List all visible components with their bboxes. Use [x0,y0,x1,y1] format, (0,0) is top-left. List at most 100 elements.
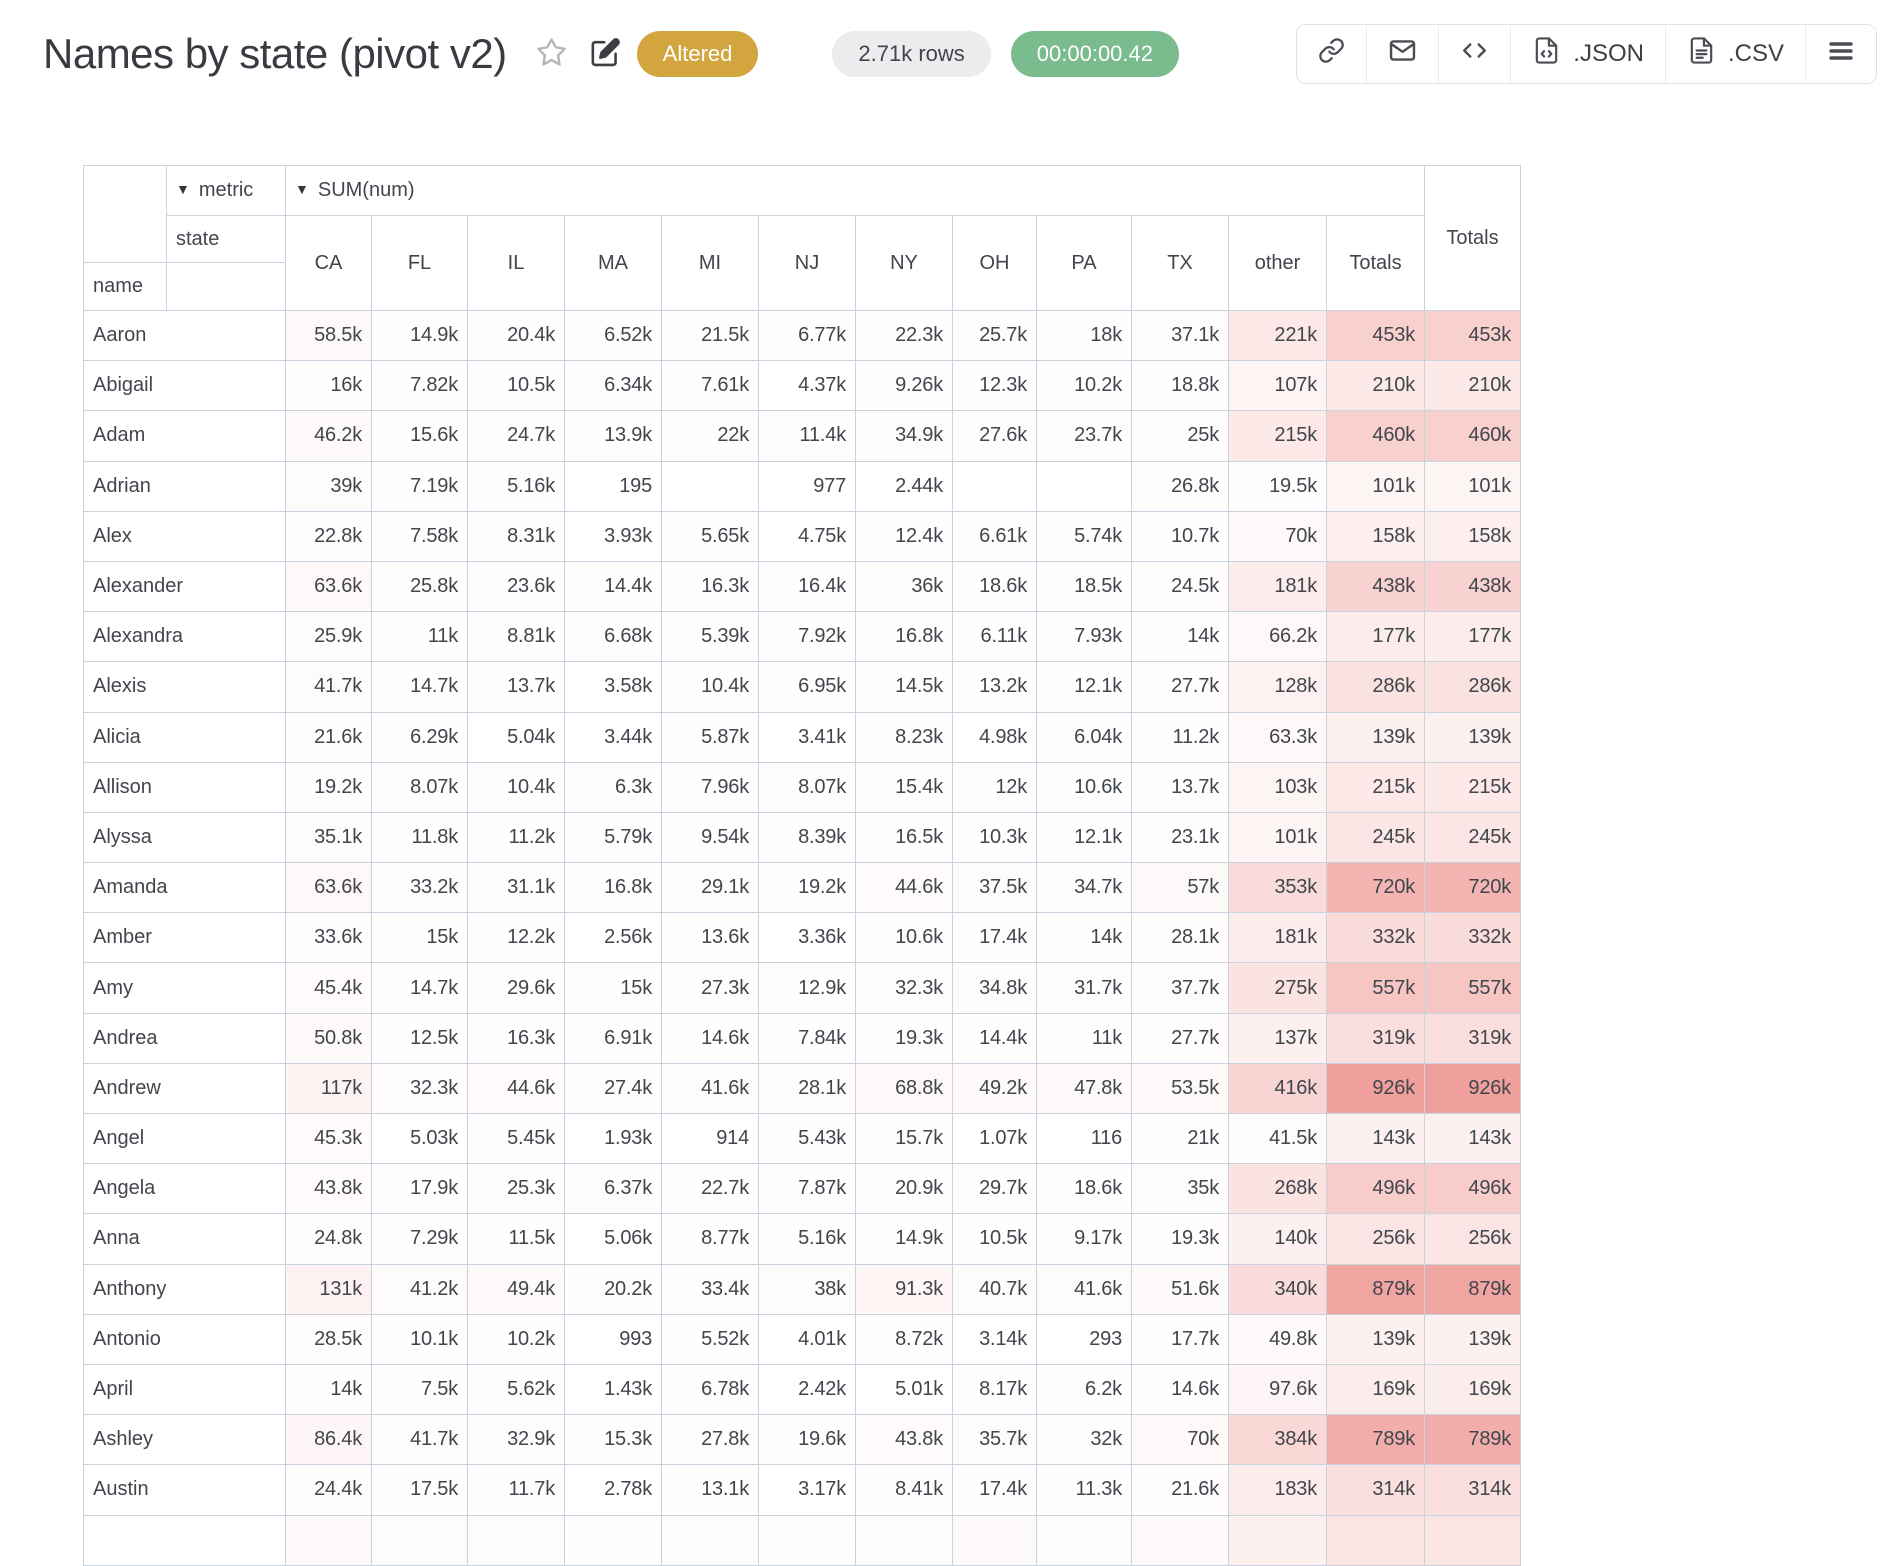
row-total-cell: 720k [1326,862,1425,914]
value-cell: 5.74k [1036,510,1132,562]
value-cell: 12.3k [952,360,1037,412]
value-cell: 7.92k [758,611,856,663]
value-cell: 13.2k [952,661,1037,713]
value-cell: 22.8k [285,510,372,562]
value-cell: 49.8k [1228,1313,1327,1365]
value-cell: 26.8k [1131,460,1229,512]
mail-icon [1388,36,1417,72]
value-cell [952,460,1037,512]
grand-total-cell: 139k [1424,711,1521,763]
embed-code-button[interactable] [1438,25,1511,83]
value-cell: 3.41k [758,711,856,763]
value-cell: 19.3k [1131,1213,1229,1265]
column-header-ny: NY [855,215,953,311]
edit-button[interactable] [590,37,621,71]
altered-badge: Altered [636,31,759,77]
value-cell: 181k [1228,912,1327,964]
download-json-button[interactable]: .JSON [1510,25,1665,83]
value-cell: 17.4k [952,912,1037,964]
value-cell: 17.7k [1131,1313,1229,1365]
runtime-badge: 00:00:00.42 [1010,31,1180,77]
value-cell: 5.01k [855,1363,953,1416]
value-cell: 6.3k [564,761,662,813]
value-cell: 23.1k [1131,811,1229,864]
value-cell: 181k [1228,560,1327,613]
value-cell: 10.5k [952,1213,1037,1265]
row-total-cell: 143k [1326,1112,1425,1165]
value-cell: 15k [371,912,468,964]
value-cell: 2.44k [855,460,953,512]
value-cell: 23.7k [1036,410,1132,462]
value-cell: 7.5k [371,1363,468,1416]
row-label: Alexandra [83,611,286,663]
value-cell: 14k [1036,912,1132,964]
value-cell: 353k [1228,862,1327,914]
value-cell: 993 [564,1313,662,1365]
value-cell: 12.4k [855,510,953,562]
table-row: Alyssa 35.1k 11.8k 11.2k 5.79k 9.54k 8.39k 16.5… [83,811,1521,864]
row-label: Allison [83,761,286,813]
grand-total-cell: 319k [1424,1012,1521,1064]
value-cell: 9.54k [661,811,759,864]
grand-total-cell: 256k [1424,1213,1521,1265]
menu-icon [1827,37,1855,72]
code-icon [1460,36,1489,72]
value-cell: 29.1k [661,862,759,914]
value-cell: 11.5k [467,1213,565,1265]
value-cell: 22.3k [855,309,953,362]
metric-header-row: ▼ metric ▼ SUM(num) Totals [83,165,1521,311]
value-cell: 41.6k [661,1062,759,1115]
row-label: Angela [83,1163,286,1215]
metric-value-dropdown-cell[interactable]: ▼ SUM(num) [285,165,1425,216]
grand-total-cell: 879k [1424,1263,1521,1315]
value-cell: 14.4k [952,1012,1037,1064]
column-header-totals: Totals [1326,215,1425,311]
grand-total-cell: 245k [1424,811,1521,864]
value-cell: 5.79k [564,811,662,864]
value-cell: 35.7k [952,1414,1037,1466]
download-csv-button[interactable]: .CSV [1664,25,1805,83]
menu-button[interactable] [1805,25,1876,83]
grand-total-cell: 926k [1424,1062,1521,1115]
value-cell: 13.7k [1131,761,1229,813]
value-cell: 25.8k [371,560,468,613]
column-header-ca: CA [285,215,372,311]
value-cell: 9.17k [1036,1213,1132,1265]
share-link-button[interactable] [1297,25,1367,83]
value-cell: 14k [1131,611,1229,663]
value-cell: 18.6k [952,560,1037,613]
value-cell: 17.9k [371,1163,468,1215]
value-cell: 32.3k [371,1062,468,1115]
value-cell [661,460,759,512]
value-cell: 7.96k [661,761,759,813]
value-cell: 7.87k [758,1163,856,1215]
favorite-button[interactable] [535,36,568,72]
row-total-cell: 210k [1326,360,1425,412]
column-header-mi: MI [661,215,759,311]
value-cell: 6.61k [952,510,1037,562]
row-label: Anna [83,1213,286,1265]
row-label: Amy [83,962,286,1014]
star-icon [535,36,568,72]
value-cell: 19.5k [1228,460,1327,512]
value-cell: 103k [1228,761,1327,813]
value-cell: 3.14k [952,1313,1037,1365]
table-row: Alex 22.8k 7.58k 8.31k 3.93k 5.65k 4.75k 12.4k 6… [83,510,1521,562]
value-cell: 16.3k [661,560,759,613]
value-cell: 66.2k [1228,611,1327,663]
value-cell: 18.6k [1036,1163,1132,1215]
table-row: Alicia 21.6k 6.29k 5.04k 3.44k 5.87k 3.41k 8.23… [83,711,1521,763]
row-label: Angel [83,1112,286,1165]
grand-total-cell: 169k [1424,1363,1521,1416]
metric-dropdown-cell[interactable]: ▼ metric [166,165,286,216]
table-row: Adam 46.2k 15.6k 24.7k 13.9k 22k 11.4k 34.9k 27.… [83,410,1521,462]
row-total-cell: 169k [1326,1363,1425,1416]
value-cell: 16.5k [855,811,953,864]
value-cell: 68.8k [855,1062,953,1115]
query-title: Names by state (pivot v2) [43,30,507,77]
email-button[interactable] [1366,25,1439,83]
column-header-nj: NJ [758,215,856,311]
value-cell: 13.9k [564,410,662,462]
value-cell: 268k [1228,1163,1327,1215]
json-file-icon [1532,36,1561,72]
